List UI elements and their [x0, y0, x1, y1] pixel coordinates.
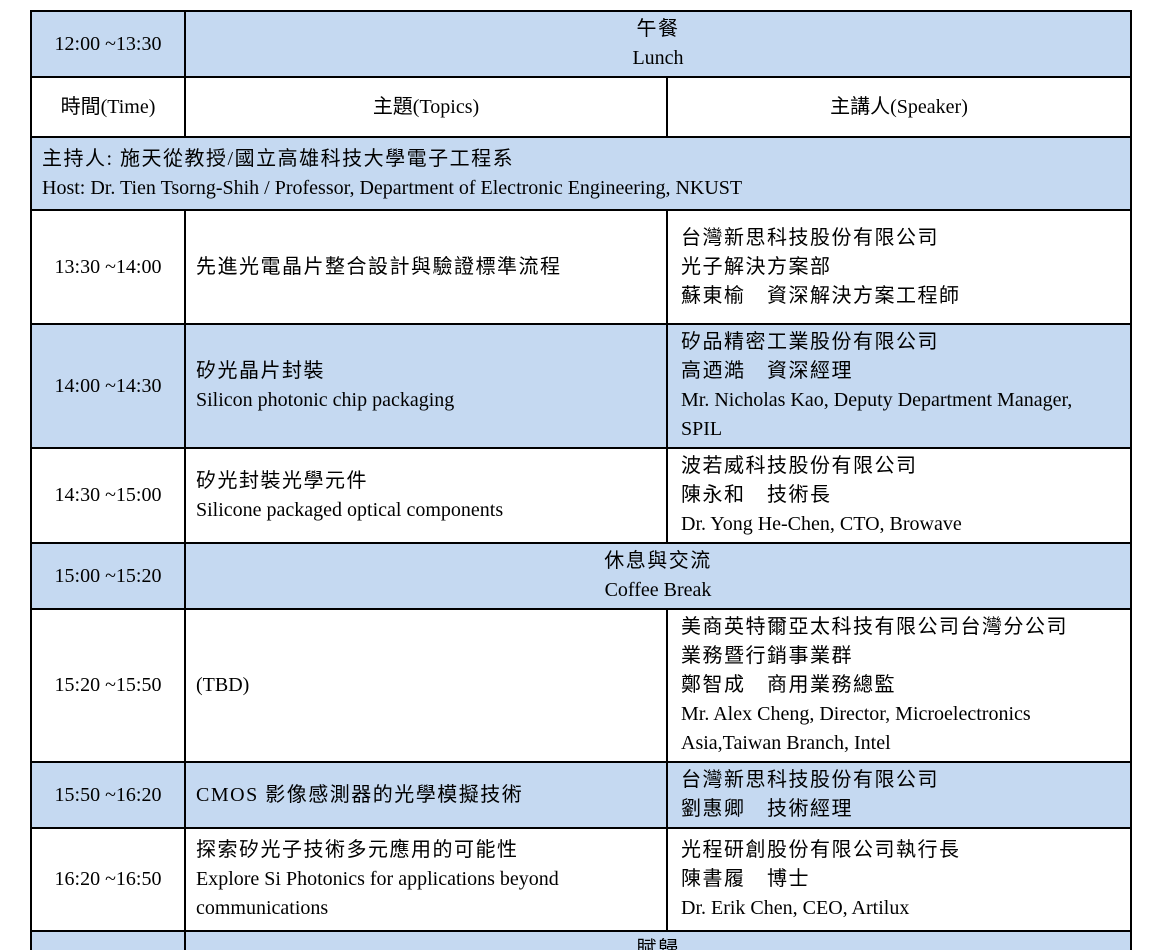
session-row-1620: 16:20 ~16:50 探索矽光子技術多元應用的可能性 Explore Si …	[30, 827, 1132, 932]
session-time: 15:20 ~15:50	[30, 608, 186, 763]
session-speaker: 台灣新思科技股份有限公司 劉惠卿 技術經理	[666, 761, 1132, 829]
lunch-row: 12:00 ~13:30 午餐 Lunch	[30, 10, 1132, 78]
session-topic: 探索矽光子技術多元應用的可能性 Explore Si Photonics for…	[184, 827, 668, 932]
lunch-time: 12:00 ~13:30	[30, 10, 186, 78]
session-topic: 矽光封裝光學元件 Silicone packaged optical compon…	[184, 447, 668, 544]
header-topics: 主題(Topics)	[184, 76, 668, 138]
coffee-break-time: 15:00 ~15:20	[30, 542, 186, 610]
session-speaker: 美商英特爾亞太科技有限公司台灣分公司 業務暨行銷事業群 鄭智成 商用業務總監 Mr. …	[666, 608, 1132, 763]
coffee-break-row: 15:00 ~15:20 休息與交流 Coffee Break	[30, 542, 1132, 610]
session-topic: CMOS 影像感測器的光學模擬技術	[184, 761, 668, 829]
session-speaker: 矽品精密工業股份有限公司 高迺澔 資深經理 Mr. Nicholas Kao, De…	[666, 323, 1132, 449]
session-topic: 先進光電晶片整合設計與驗證標準流程	[184, 209, 668, 325]
host-row: 主持人: 施天從教授/國立高雄科技大學電子工程系 Host: Dr. Tien T…	[30, 136, 1132, 211]
end-time: 16:50 ~	[30, 930, 186, 950]
session-speaker: 波若威科技股份有限公司 陳永和 技術長 Dr. Yong He-Chen, CTO,…	[666, 447, 1132, 544]
host-info: 主持人: 施天從教授/國立高雄科技大學電子工程系 Host: Dr. Tien T…	[30, 136, 1132, 211]
session-topic: 矽光晶片封裝 Silicon photonic chip packaging	[184, 323, 668, 449]
session-time: 16:20 ~16:50	[30, 827, 186, 932]
session-topic: (TBD)	[184, 608, 668, 763]
session-row-1330: 13:30 ~14:00 先進光電晶片整合設計與驗證標準流程 台灣新思科技股份有…	[30, 209, 1132, 325]
session-time: 13:30 ~14:00	[30, 209, 186, 325]
session-speaker: 光程研創股份有限公司執行長 陳書履 博士 Dr. Erik Chen, CEO, A…	[666, 827, 1132, 932]
column-header-row: 時間(Time) 主題(Topics) 主講人(Speaker)	[30, 76, 1132, 138]
session-row-1430: 14:30 ~15:00 矽光封裝光學元件 Silicone packaged o…	[30, 447, 1132, 544]
session-row-1550: 15:50 ~16:20 CMOS 影像感測器的光學模擬技術 台灣新思科技股份有…	[30, 761, 1132, 829]
end-label: 賦歸End	[184, 930, 1132, 950]
session-row-1520: 15:20 ~15:50 (TBD) 美商英特爾亞太科技有限公司台灣分公司 業務暨…	[30, 608, 1132, 763]
session-speaker: 台灣新思科技股份有限公司 光子解決方案部 蘇東榆 資深解決方案工程師	[666, 209, 1132, 325]
end-row: 16:50 ~ 賦歸End	[30, 930, 1132, 950]
schedule-table: 12:00 ~13:30 午餐 Lunch 時間(Time) 主題(Topics)…	[30, 10, 1132, 950]
coffee-break-label: 休息與交流 Coffee Break	[184, 542, 1132, 610]
session-time: 15:50 ~16:20	[30, 761, 186, 829]
header-speaker: 主講人(Speaker)	[666, 76, 1132, 138]
lunch-label: 午餐 Lunch	[184, 10, 1132, 78]
session-row-1400: 14:00 ~14:30 矽光晶片封裝 Silicon photonic chip…	[30, 323, 1132, 449]
header-time: 時間(Time)	[30, 76, 186, 138]
session-time: 14:00 ~14:30	[30, 323, 186, 449]
session-time: 14:30 ~15:00	[30, 447, 186, 544]
